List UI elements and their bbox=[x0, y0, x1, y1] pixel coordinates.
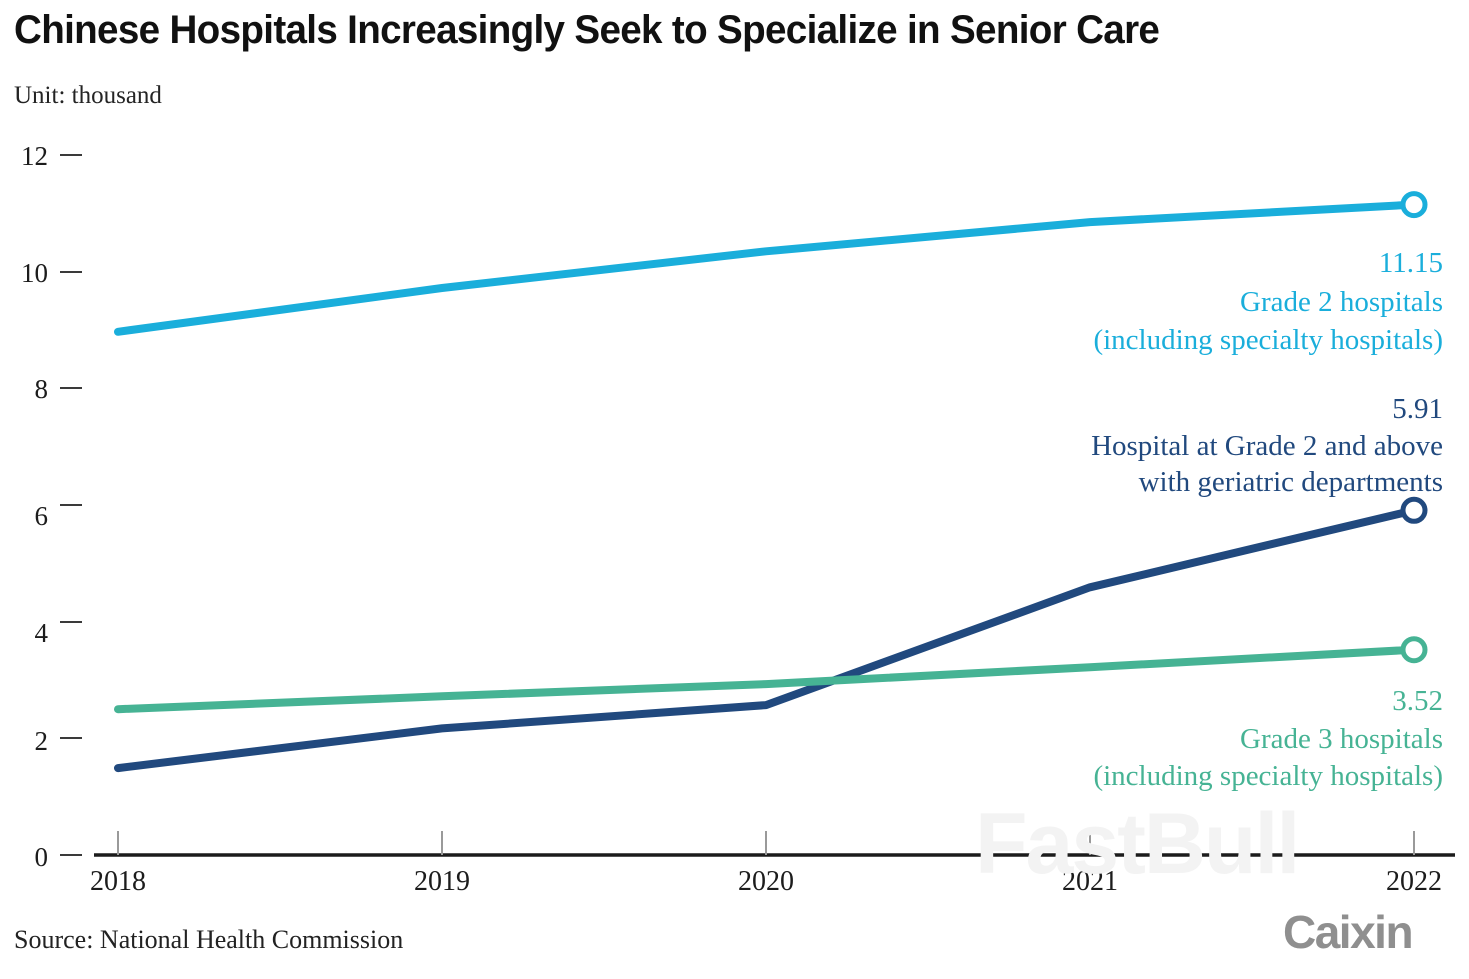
y-tick-label: 10 bbox=[21, 258, 48, 288]
page-title: Chinese Hospitals Increasingly Seek to S… bbox=[14, 8, 1160, 52]
y-tick-label: 2 bbox=[35, 726, 49, 756]
source-note: Source: National Health Commission bbox=[14, 925, 404, 954]
series-label-line-1: Grade 2 hospitals bbox=[1240, 286, 1443, 318]
series-lines bbox=[114, 200, 1418, 773]
x-tick-label: 2020 bbox=[738, 866, 794, 897]
y-tick-label: 0 bbox=[35, 842, 49, 872]
y-tick-label: 8 bbox=[35, 374, 49, 404]
series-endpoint-markers bbox=[1400, 191, 1428, 664]
series-line-geriatric-departments[interactable] bbox=[114, 506, 1418, 773]
endpoint-marker-grade-2-hospitals[interactable] bbox=[1400, 191, 1428, 219]
y-tick-label: 4 bbox=[35, 618, 49, 648]
series-end-value: 11.15 bbox=[1379, 247, 1443, 279]
series-label-line-2: with geriatric departments bbox=[1139, 466, 1443, 498]
y-axis: 12 10 8 6 4 2 0 bbox=[21, 141, 82, 872]
series-label-line-2: (including specialty hospitals) bbox=[1093, 324, 1443, 356]
series-label-grade-2-hospitals: 11.15 Grade 2 hospitals (including speci… bbox=[1093, 247, 1443, 356]
series-line-grade-3-hospitals[interactable] bbox=[114, 645, 1418, 714]
series-end-value: 5.91 bbox=[1392, 393, 1443, 425]
x-axis-labels: 2018 2019 2020 2021 2022 bbox=[90, 866, 1442, 897]
y-tick-label: 12 bbox=[21, 141, 48, 171]
x-tick-label: 2022 bbox=[1386, 866, 1442, 897]
x-axis-ticks bbox=[117, 831, 1415, 855]
fastbull-watermark: FastBull bbox=[975, 796, 1300, 892]
x-tick-label: 2019 bbox=[414, 866, 470, 897]
endpoint-marker-grade-3-hospitals[interactable] bbox=[1400, 636, 1428, 664]
series-label-geriatric-departments: 5.91 Hospital at Grade 2 and above with … bbox=[1091, 393, 1443, 498]
caixin-logo-watermark: Caixin bbox=[1283, 906, 1414, 958]
series-label-line-1: Grade 3 hospitals bbox=[1240, 723, 1443, 755]
series-label-grade-3-hospitals: 3.52 Grade 3 hospitals (including specia… bbox=[1093, 685, 1443, 792]
x-tick-label: 2018 bbox=[90, 866, 146, 897]
series-end-value: 3.52 bbox=[1392, 685, 1443, 717]
endpoint-marker-geriatric-departments[interactable] bbox=[1400, 496, 1428, 524]
series-label-line-2: (including specialty hospitals) bbox=[1093, 760, 1443, 792]
series-line-grade-2-hospitals[interactable] bbox=[114, 200, 1418, 336]
x-tick-label: 2021 bbox=[1062, 866, 1118, 897]
series-label-line-1: Hospital at Grade 2 and above bbox=[1091, 430, 1443, 462]
chart-unit-subtitle: Unit: thousand bbox=[14, 82, 162, 109]
y-tick-label: 6 bbox=[35, 501, 49, 531]
